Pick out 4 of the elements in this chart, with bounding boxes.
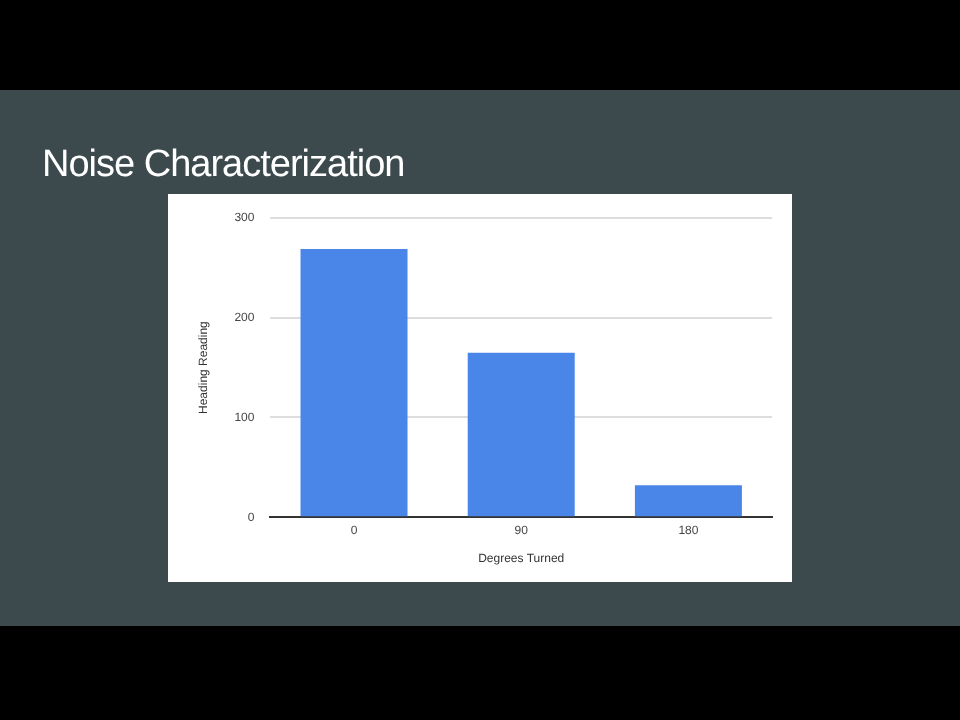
bar (467, 352, 575, 517)
chart-title: Noise Characterization (42, 144, 405, 188)
bar (634, 485, 742, 517)
bar (300, 248, 408, 517)
